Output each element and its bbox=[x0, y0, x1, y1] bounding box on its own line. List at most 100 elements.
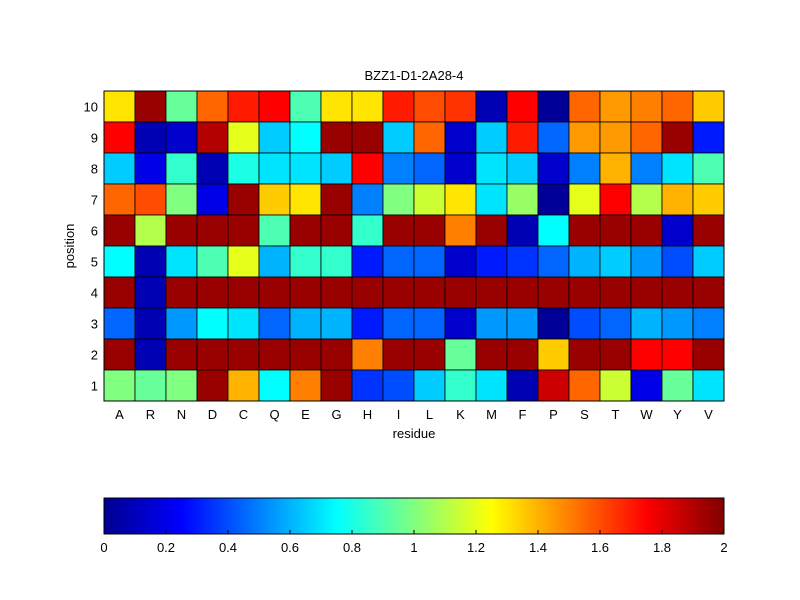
heatmap-cell-10-A bbox=[103, 90, 136, 123]
heatmap-cell-4-W bbox=[630, 276, 663, 309]
heatmap-cell-2-Q bbox=[258, 338, 291, 371]
heatmap-cell-4-E bbox=[289, 276, 322, 309]
heatmap-cell-5-T bbox=[599, 245, 632, 278]
heatmap-cell-9-W bbox=[630, 121, 663, 154]
heatmap-cell-5-Q bbox=[258, 245, 291, 278]
heatmap-cell-2-K bbox=[444, 338, 477, 371]
heatmap-cell-5-K bbox=[444, 245, 477, 278]
x-tick-label-H: H bbox=[363, 407, 372, 422]
heatmap-cell-6-M bbox=[475, 214, 508, 247]
heatmap-cell-9-F bbox=[506, 121, 539, 154]
heatmap-cell-9-R bbox=[134, 121, 167, 154]
colorbar-tick-labels: 0 0.2 0.4 0.6 0.8 1 1.2 1.4 1.6 1.8 2 bbox=[100, 530, 728, 555]
colorbar: 0 0.2 0.4 0.6 0.8 1 1.2 1.4 1.6 1.8 2 bbox=[100, 497, 728, 555]
heatmap-cell-10-I bbox=[382, 90, 415, 123]
heatmap-cell-3-P bbox=[537, 307, 570, 340]
heatmap-cell-8-L bbox=[413, 152, 446, 185]
heatmap-cell-1-V bbox=[692, 369, 725, 402]
heatmap-cell-7-D bbox=[196, 183, 229, 216]
heatmap-cell-4-N bbox=[165, 276, 198, 309]
heatmap-cell-6-Y bbox=[661, 214, 694, 247]
heatmap-cell-10-T bbox=[599, 90, 632, 123]
heatmap-cell-9-C bbox=[227, 121, 260, 154]
heatmap-cell-5-M bbox=[475, 245, 508, 278]
heatmap-cell-10-M bbox=[475, 90, 508, 123]
heatmap-cell-6-T bbox=[599, 214, 632, 247]
heatmap-cell-3-Q bbox=[258, 307, 291, 340]
heatmap-cell-9-H bbox=[351, 121, 384, 154]
x-tick-label-D: D bbox=[208, 407, 217, 422]
heatmap-cell-9-V bbox=[692, 121, 725, 154]
heatmap-cell-2-C bbox=[227, 338, 260, 371]
heatmap-cell-2-M bbox=[475, 338, 508, 371]
heatmap-cell-4-D bbox=[196, 276, 229, 309]
heatmap-cell-1-E bbox=[289, 369, 322, 402]
heatmap-cell-6-D bbox=[196, 214, 229, 247]
heatmap-cell-5-V bbox=[692, 245, 725, 278]
heatmap-cell-5-I bbox=[382, 245, 415, 278]
heatmap-cell-2-A bbox=[103, 338, 136, 371]
heatmap-cell-3-I bbox=[382, 307, 415, 340]
heatmap-cell-3-T bbox=[599, 307, 632, 340]
heatmap-cell-7-G bbox=[320, 183, 353, 216]
heatmap-cell-1-F bbox=[506, 369, 539, 402]
x-tick-label-G: G bbox=[331, 407, 341, 422]
x-tick-label-M: M bbox=[486, 407, 497, 422]
x-tick-label-I: I bbox=[397, 407, 401, 422]
heatmap-cell-3-N bbox=[165, 307, 198, 340]
heatmap-cell-10-S bbox=[568, 90, 601, 123]
x-axis-label: residue bbox=[393, 426, 436, 441]
heatmap-cell-8-A bbox=[103, 152, 136, 185]
heatmap-cell-7-F bbox=[506, 183, 539, 216]
heatmap-cell-3-F bbox=[506, 307, 539, 340]
colorbar-tick-label: 2 bbox=[720, 540, 727, 555]
heatmap-cell-1-H bbox=[351, 369, 384, 402]
heatmap-cell-7-E bbox=[289, 183, 322, 216]
heatmap-cell-8-S bbox=[568, 152, 601, 185]
heatmap-cell-6-W bbox=[630, 214, 663, 247]
y-tick-label-2: 2 bbox=[91, 348, 98, 363]
heatmap-cell-7-P bbox=[537, 183, 570, 216]
heatmap-cell-4-V bbox=[692, 276, 725, 309]
y-tick-label-7: 7 bbox=[91, 193, 98, 208]
heatmap-cell-8-F bbox=[506, 152, 539, 185]
colorbar-tick-label: 0.2 bbox=[157, 540, 175, 555]
heatmap-cell-3-M bbox=[475, 307, 508, 340]
heatmap-cell-3-A bbox=[103, 307, 136, 340]
y-tick-label-1: 1 bbox=[91, 379, 98, 394]
heatmap-cell-8-I bbox=[382, 152, 415, 185]
heatmap-cell-5-P bbox=[537, 245, 570, 278]
heatmap-cell-6-Q bbox=[258, 214, 291, 247]
y-tick-label-3: 3 bbox=[91, 317, 98, 332]
x-tick-label-S: S bbox=[580, 407, 589, 422]
heatmap-cell-4-Q bbox=[258, 276, 291, 309]
colorbar-tick-label: 0 bbox=[100, 540, 107, 555]
colorbar-tick-label: 0.8 bbox=[343, 540, 361, 555]
heatmap-cells bbox=[103, 90, 725, 402]
heatmap-cell-6-C bbox=[227, 214, 260, 247]
heatmap-cell-4-L bbox=[413, 276, 446, 309]
heatmap-cell-3-Y bbox=[661, 307, 694, 340]
heatmap-cell-8-N bbox=[165, 152, 198, 185]
y-tick-label-10: 10 bbox=[84, 100, 98, 115]
heatmap-cell-3-H bbox=[351, 307, 384, 340]
heatmap-cell-4-S bbox=[568, 276, 601, 309]
heatmap-cell-1-L bbox=[413, 369, 446, 402]
plot-frame bbox=[103, 90, 725, 402]
heatmap-cell-1-I bbox=[382, 369, 415, 402]
heatmap-cell-5-L bbox=[413, 245, 446, 278]
heatmap-cell-8-E bbox=[289, 152, 322, 185]
heatmap-cell-2-W bbox=[630, 338, 663, 371]
heatmap-cell-3-S bbox=[568, 307, 601, 340]
heatmap-cell-9-A bbox=[103, 121, 136, 154]
heatmap-cell-10-R bbox=[134, 90, 167, 123]
heatmap-cell-4-I bbox=[382, 276, 415, 309]
heatmap-cell-1-D bbox=[196, 369, 229, 402]
heatmap-cell-7-Q bbox=[258, 183, 291, 216]
heatmap-cell-10-N bbox=[165, 90, 198, 123]
x-tick-label-Q: Q bbox=[269, 407, 279, 422]
heatmap-cell-7-Y bbox=[661, 183, 694, 216]
heatmap-cell-8-Y bbox=[661, 152, 694, 185]
heatmap-cell-2-N bbox=[165, 338, 198, 371]
heatmap-cell-9-L bbox=[413, 121, 446, 154]
